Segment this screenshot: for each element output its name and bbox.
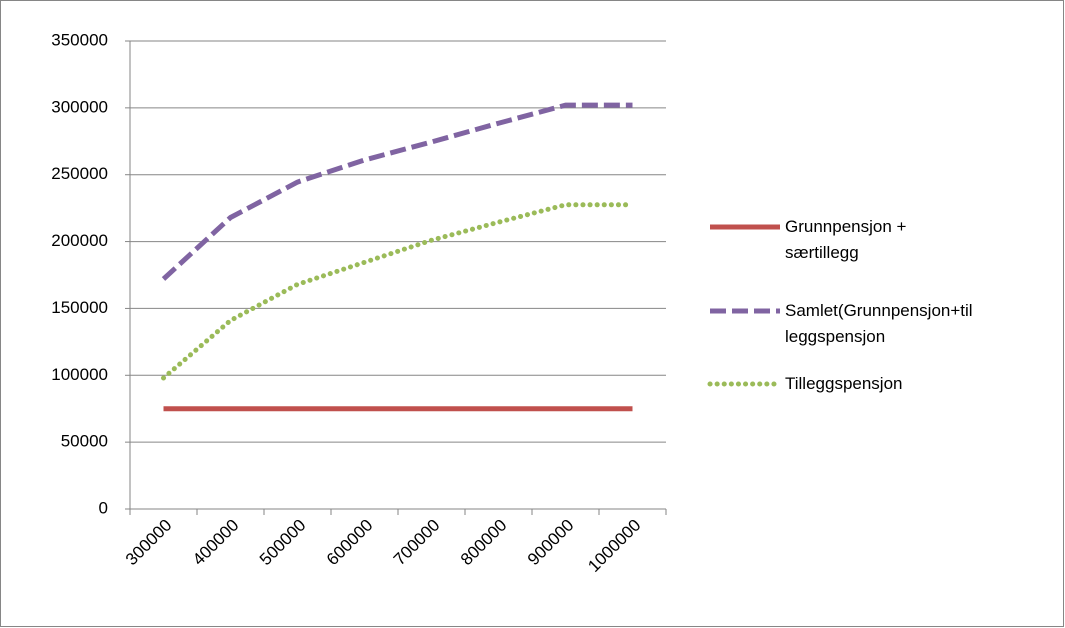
series-line xyxy=(161,102,633,281)
y-tick-label: 50000 xyxy=(61,432,108,451)
legend-label: Grunnpensjon + særtillegg xyxy=(785,217,907,262)
y-tick-label: 250000 xyxy=(51,164,108,183)
y-tick-label: 150000 xyxy=(51,298,108,317)
series-line xyxy=(161,202,635,381)
legend-label: Tilleggspensjon xyxy=(785,374,903,393)
y-tick-label: 350000 xyxy=(51,30,108,49)
y-tick-label: 100000 xyxy=(51,365,108,384)
y-tick-label: 300000 xyxy=(51,97,108,116)
y-tick-label: 200000 xyxy=(51,231,108,250)
legend-label: Samlet(Grunnpensjon+tilleggspensjon xyxy=(785,301,973,346)
y-tick-label: 0 xyxy=(99,498,108,517)
